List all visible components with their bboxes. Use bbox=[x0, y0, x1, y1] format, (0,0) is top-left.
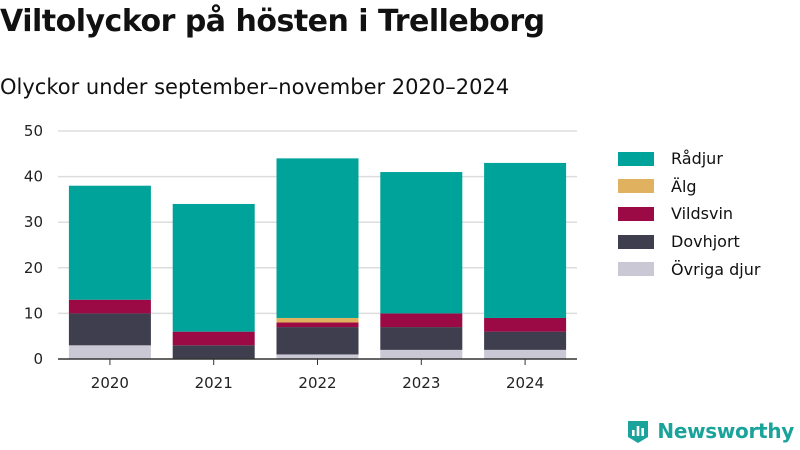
legend-item: Vildsvin bbox=[618, 200, 760, 228]
bar-segment bbox=[484, 331, 567, 350]
legend-label: Övriga djur bbox=[671, 259, 761, 279]
legend-swatch bbox=[618, 179, 654, 194]
bar-segment bbox=[276, 317, 359, 323]
chart-legend: Rådjur Älg Vildsvin Dovhjort Övriga djur bbox=[618, 145, 760, 283]
x-tick-label: 2020 bbox=[91, 374, 129, 392]
brand-name: Newsworthy bbox=[657, 419, 794, 443]
y-tick-label: 20 bbox=[24, 259, 43, 277]
newsworthy-logo-icon bbox=[628, 421, 649, 443]
x-tick-label: 2022 bbox=[298, 374, 336, 392]
stacked-bar-chart: 0 10 20 30 40 50 2020 2021 2022 2023 2024 bbox=[24, 122, 577, 392]
bar-segment bbox=[68, 299, 151, 314]
legend-item: Dovhjort bbox=[618, 228, 760, 256]
bar-segment bbox=[484, 162, 567, 318]
bar-segment bbox=[68, 313, 151, 346]
bar-segment bbox=[380, 349, 463, 359]
brand-logo: Newsworthy bbox=[625, 418, 794, 444]
legend-label: Vildsvin bbox=[671, 204, 734, 224]
bar-segment bbox=[380, 327, 463, 350]
chart-title: Viltolyckor på hösten i Trelleborg bbox=[0, 4, 545, 39]
bar-segment bbox=[380, 313, 463, 328]
legend-swatch bbox=[618, 151, 654, 166]
x-tick-label: 2021 bbox=[195, 374, 233, 392]
legend-swatch bbox=[618, 234, 654, 249]
legend-item: Övriga djur bbox=[618, 255, 760, 283]
legend-label: Älg bbox=[671, 176, 697, 196]
bar-segment bbox=[484, 349, 567, 359]
bar-segment bbox=[276, 327, 359, 355]
chart-subtitle: Olyckor under september–november 2020–20… bbox=[0, 75, 510, 99]
bar-segment bbox=[68, 345, 151, 359]
legend-label: Rådjur bbox=[671, 149, 723, 169]
y-tick-label: 30 bbox=[24, 213, 43, 231]
y-tick-label: 10 bbox=[24, 304, 43, 322]
legend-item: Älg bbox=[618, 173, 760, 201]
bar-segment bbox=[68, 185, 151, 300]
y-tick-label: 0 bbox=[33, 350, 43, 368]
legend-label: Dovhjort bbox=[671, 232, 740, 252]
legend-swatch bbox=[618, 206, 654, 221]
y-tick-label: 50 bbox=[24, 122, 43, 140]
bar-segment bbox=[276, 158, 359, 318]
bar-segment bbox=[276, 322, 359, 328]
legend-swatch bbox=[618, 262, 654, 277]
bar-segment bbox=[172, 331, 255, 346]
bar-segment bbox=[172, 345, 255, 359]
bar-segment bbox=[172, 203, 255, 332]
bar-segment bbox=[276, 354, 359, 359]
legend-item: Rådjur bbox=[618, 145, 760, 173]
x-tick-label: 2023 bbox=[402, 374, 440, 392]
y-tick-label: 40 bbox=[24, 168, 43, 186]
bar-segment bbox=[484, 317, 567, 332]
bar-segment bbox=[380, 172, 463, 314]
x-tick-label: 2024 bbox=[506, 374, 544, 392]
